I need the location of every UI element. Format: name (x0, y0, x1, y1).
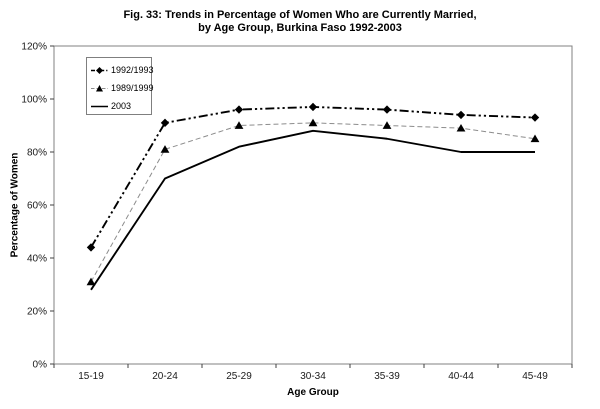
series-marker-diamond (234, 105, 244, 114)
legend-sample-solid-line (91, 105, 108, 107)
x-category-label: 45-49 (522, 371, 548, 382)
legend-item-1989-1999: 1989/1999 (91, 79, 154, 97)
series-marker-triangle (382, 121, 392, 129)
x-category-label: 25-29 (226, 371, 252, 382)
x-category-label: 35-39 (374, 371, 400, 382)
legend: 1992/1993 1989/1999 2003 (86, 57, 154, 115)
series-marker-diamond (382, 105, 392, 114)
y-tick-label: 100% (21, 95, 47, 106)
legend-label: 1992/1993 (111, 65, 154, 75)
series-marker-triangle (530, 134, 540, 143)
series-marker-diamond (308, 102, 318, 112)
series-marker-triangle (160, 145, 170, 153)
chart-title: Fig. 33: Trends in Percentage of Women W… (0, 9, 600, 35)
series-marker-diamond (456, 110, 466, 120)
series-marker-triangle (234, 121, 244, 129)
chart-title-line-2: by Age Group, Burkina Faso 1992-2003 (198, 22, 402, 34)
x-category-label: 15-19 (78, 371, 104, 382)
legend-label: 2003 (111, 101, 132, 111)
x-category-label: 30-34 (300, 371, 326, 382)
legend-item-2003: 2003 (91, 97, 151, 115)
series-line-1989-1999 (90, 122, 536, 283)
y-tick-label: 0% (33, 360, 48, 371)
y-tick-label: 60% (27, 201, 47, 212)
series-marker-triangle (456, 123, 466, 132)
chart-title-line-1: Fig. 33: Trends in Percentage of Women W… (123, 9, 477, 21)
series-line-1992-1993 (90, 105, 536, 248)
legend-sample-dash-dot-dot-diamond (91, 66, 108, 74)
legend-sample-dashed-triangle (91, 84, 108, 91)
y-tick-label: 20% (27, 307, 47, 318)
legend-label: 1989/1999 (111, 83, 154, 93)
series-marker-diamond (86, 243, 96, 252)
y-axis-title: Percentage of Women (9, 152, 21, 258)
series-line-2003 (90, 129, 535, 291)
series-marker-diamond (160, 118, 170, 128)
x-category-label: 40-44 (448, 371, 474, 382)
x-axis-title: Age Group (287, 387, 339, 398)
legend-item-1992-1993: 1992/1993 (91, 61, 154, 79)
series-marker-triangle (308, 118, 318, 127)
y-tick-label: 40% (27, 254, 47, 265)
x-category-label: 20-24 (152, 371, 178, 382)
series-marker-diamond (530, 113, 540, 122)
y-tick-label: 80% (27, 148, 47, 159)
series-marker-triangle (86, 277, 96, 286)
y-tick-label: 120% (21, 42, 47, 53)
